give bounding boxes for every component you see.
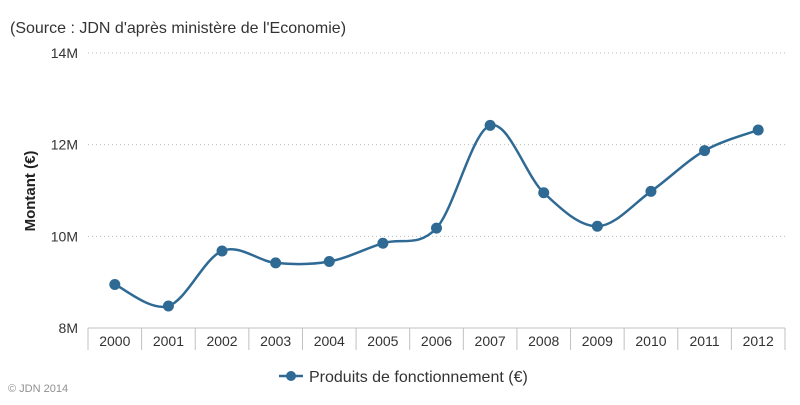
data-point-2005[interactable] [377, 237, 389, 249]
x-tick-label: 2007 [475, 333, 506, 349]
x-tick-label: 2004 [314, 333, 345, 349]
x-tick-label: 2008 [528, 333, 559, 349]
data-point-2002[interactable] [216, 245, 228, 257]
data-point-2010[interactable] [645, 185, 657, 197]
x-tick-label: 2012 [743, 333, 774, 349]
legend[interactable]: Produits de fonctionnement (€) [279, 369, 528, 386]
x-tick-label: 2006 [421, 333, 452, 349]
y-tick-label: 8M [59, 320, 78, 336]
y-axis-label: Montant (€) [22, 151, 39, 232]
data-point-2001[interactable] [162, 300, 174, 312]
x-tick-label: 2005 [367, 333, 398, 349]
data-point-2009[interactable] [591, 220, 603, 232]
data-point-2008[interactable] [538, 187, 550, 199]
x-tick-label: 2010 [635, 333, 666, 349]
chart-subtitle: (Source : JDN d'après ministère de l'Eco… [10, 20, 346, 37]
legend-label: Produits de fonctionnement (€) [309, 369, 528, 386]
axis-layer: 8M 10M 12M 14M 2000 2001 2002 2003 2004 2005 2006 2… [51, 45, 786, 350]
credit-text: © JDN 2014 [8, 383, 68, 395]
y-tick-label: 14M [51, 45, 78, 61]
grid-layer [88, 52, 785, 237]
data-point-2007[interactable] [484, 119, 496, 131]
data-point-2004[interactable] [323, 256, 335, 268]
legend-marker [286, 371, 296, 381]
x-tick-label: 2000 [99, 333, 130, 349]
x-tick-label: 2003 [260, 333, 291, 349]
series-line [114, 124, 759, 309]
data-point-2003[interactable] [270, 257, 282, 269]
data-point-2000[interactable] [109, 278, 121, 290]
data-point-2012[interactable] [752, 124, 764, 136]
y-tick-label: 12M [51, 137, 78, 153]
x-tick-label: 2002 [206, 333, 237, 349]
x-tick-label: 2011 [690, 333, 720, 349]
data-point-2006[interactable] [431, 222, 442, 234]
data-point-2011[interactable] [699, 145, 711, 157]
x-tick-label: 2001 [153, 333, 184, 349]
series-layer [109, 119, 764, 312]
y-tick-label: 10M [51, 228, 78, 244]
x-tick-label: 2009 [582, 333, 613, 349]
